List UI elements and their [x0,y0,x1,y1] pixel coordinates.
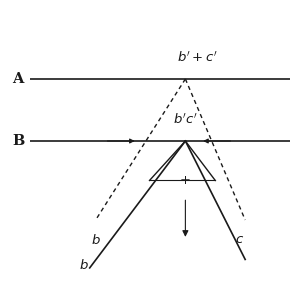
Text: $b$: $b$ [79,258,89,272]
Text: $c$: $c$ [235,233,244,246]
Text: $b$: $b$ [91,233,100,247]
Text: B: B [12,134,24,148]
Text: A: A [12,72,23,86]
Text: +: + [180,174,191,187]
Text: $b'c'$: $b'c'$ [173,113,198,127]
Text: $b'+c'$: $b'+c'$ [177,50,218,65]
